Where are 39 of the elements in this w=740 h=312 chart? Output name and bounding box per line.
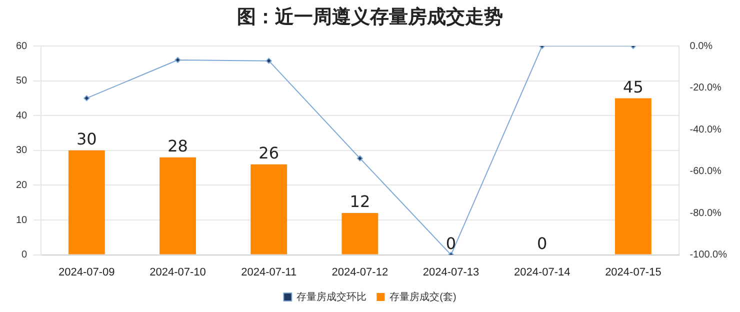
point — [174, 56, 181, 63]
y-tick-label: 40 — [16, 110, 28, 122]
x-tick-label: 2024-07-11 — [241, 266, 297, 278]
y-tick-label: 60 — [16, 40, 28, 52]
data-label: 28 — [168, 136, 188, 156]
x-tick-label: 2024-07-12 — [332, 266, 388, 278]
chart-title: 图：近一周遵义存量房成交走势 — [236, 5, 504, 30]
y2-tick-label: -100.0% — [690, 250, 728, 261]
y2-tick-label: -60.0% — [690, 166, 722, 178]
x-tick-label: 2024-07-14 — [514, 266, 570, 278]
y2-tick-label: -40.0% — [690, 124, 722, 136]
x-tick-label: 2024-07-09 — [58, 266, 115, 278]
y2-tick-label: -20.0% — [690, 82, 722, 94]
y-tick-label: 10 — [16, 214, 28, 226]
point — [84, 95, 90, 102]
bar — [614, 98, 652, 254]
legend-label: 存量房成交(套) — [390, 290, 456, 303]
y2-tick-label: -80.0% — [690, 208, 722, 219]
bar — [160, 157, 196, 254]
data-label: 45 — [623, 77, 644, 96]
data-label: 0 — [537, 234, 548, 253]
data-label: 12 — [350, 192, 370, 212]
y-tick-label: 30 — [16, 145, 28, 156]
y2-tick-label: 0.0% — [690, 40, 713, 52]
x-tick-label: 2024-07-13 — [422, 266, 480, 278]
point — [266, 58, 272, 64]
bar — [342, 213, 378, 254]
x-tick-label: 2024-07-15 — [605, 266, 662, 278]
y-tick-label: 20 — [16, 180, 28, 191]
data-label: 0 — [446, 234, 456, 253]
data-label: 30 — [76, 130, 97, 149]
y-tick-label: 50 — [16, 76, 28, 87]
y-tick-label: 0 — [22, 250, 28, 261]
x-tick-label: 2024-07-10 — [150, 266, 206, 278]
point — [356, 155, 363, 162]
bar — [68, 150, 105, 254]
bar — [250, 164, 288, 254]
data-label: 26 — [258, 143, 280, 162]
legend-label: 存量房成交环比 — [296, 290, 367, 303]
